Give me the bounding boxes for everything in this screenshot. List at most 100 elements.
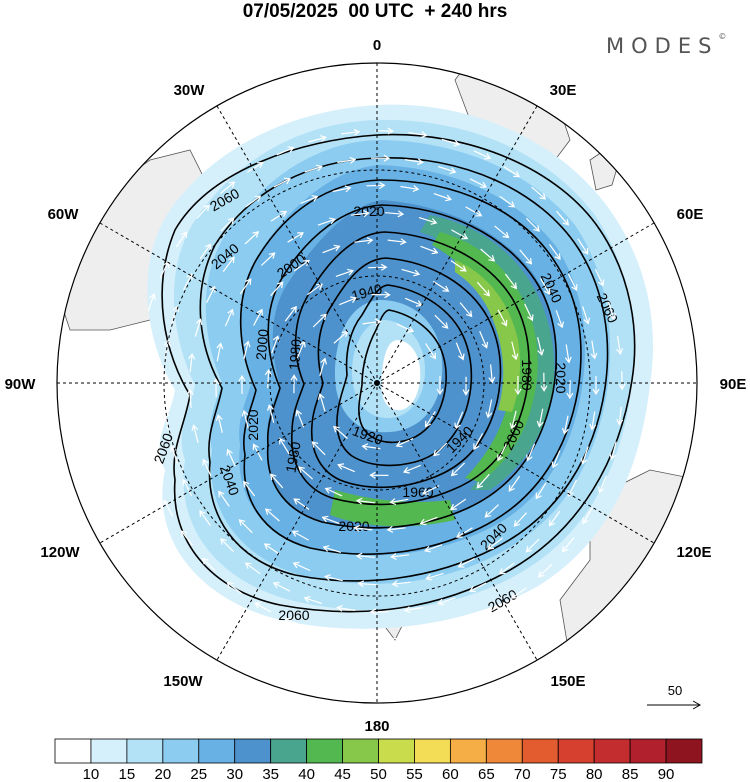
wind-arrow [349,634,369,642]
wind-arrow [590,340,598,360]
wind-arrow [311,441,326,456]
wind-arrow [182,272,193,291]
wind-arrow [582,306,591,325]
wind-arrow [537,337,545,356]
wind-arrow [608,301,616,321]
wind-arrow [497,309,508,327]
wind-arrow [423,544,443,553]
pole-marker [374,380,380,386]
wind-arrow [202,458,212,477]
contour-label-1980-e: 1980 [519,359,535,390]
wind-arrow [385,210,405,218]
wind-arrow [561,415,569,435]
wind-arrow [519,249,533,265]
wind-arrow [425,343,436,360]
wind-arrow [270,210,288,222]
colorbar-tick-label: 75 [550,766,567,782]
wind-arrow [332,185,352,193]
wind-arrow [353,524,373,532]
wind-arrow [508,475,521,492]
colorbar-tick-label: 60 [442,766,459,782]
logo-text: MODES [606,34,719,58]
map-boundary [56,62,698,704]
wind-arrow [387,238,407,246]
colorbar-tick-label: 35 [262,766,279,782]
wind-arrow [322,244,341,254]
wind-arrow [238,519,253,534]
colorbar-tick-label: 15 [119,766,136,782]
wind-arrow [618,371,626,391]
wind-arrow [226,448,236,467]
wind-arrow [245,195,262,208]
wind-arrow [485,399,493,419]
wind-arrow [371,291,391,299]
wind-arrow [322,545,342,553]
wind-arrow [270,281,284,297]
wind-arrow [292,561,311,572]
wind-arrow [293,498,310,510]
wind-arrow [438,165,457,174]
shade-50 [455,260,520,412]
colorbar-swatch [162,738,200,764]
wind-arrow [215,414,223,433]
wind-arrow [337,156,357,164]
wind-speed-field [147,104,654,629]
contour-2000 [266,204,557,529]
wind-arrow [555,310,564,329]
latitude-circle-2 [163,169,591,597]
wind-arrow [319,357,327,377]
lon-label-60w: 60W [48,206,80,223]
wind-arrow [531,186,547,200]
wind-arrow [241,409,249,429]
wind-arrow [420,245,439,255]
colorbar-tick-label: 45 [334,766,351,782]
wind-arrow [182,478,193,497]
wind-arrow [247,162,264,173]
wind-arrow [434,314,449,329]
wind-arrow [598,475,607,494]
wind-arrow [220,181,236,194]
colorbar-tick-label: 30 [226,766,243,782]
wind-arrow [449,621,468,630]
wind-arrow [220,538,235,553]
contour-label-1940-n: 1940 [350,280,384,304]
wind-arrow [303,596,322,605]
lon-label-120w: 120W [40,544,80,561]
wind-arrow [180,530,193,546]
wind-arrow [135,397,143,417]
wind-arrow [535,482,547,500]
wind-arrow [433,442,448,457]
wind-arrow [487,537,503,550]
wind-arrow [279,437,290,455]
shade-45 [432,232,538,482]
contour-2020 [239,179,582,555]
contour-label-2020-sw: 2020 [245,409,261,440]
wind-arrow [264,368,272,389]
lon-label-150w: 150W [163,673,203,690]
wind-arrow [513,512,528,527]
wind-arrow [300,195,319,204]
contour-label-2060-s: 2060 [278,607,309,623]
wind-arrow [567,273,578,292]
wind-arrow [432,280,450,292]
wind-arrow [324,574,343,582]
wind-arrow [436,376,444,396]
wind-arrow [264,508,280,522]
wind-arrow [224,308,234,327]
wind-arrow [324,487,343,497]
wind-arrow [205,285,216,304]
wind-arrow [220,217,235,232]
wind-arrow [589,411,597,431]
wind-arrow [540,372,548,392]
wind-arrow [382,635,403,643]
wind-arrow [468,582,487,593]
wind-arrow [139,432,147,452]
wind-arrow [335,268,355,277]
wind-arrow [476,281,491,297]
wind-arrow [497,444,507,462]
contour-label-2000-w: 2000 [253,328,272,361]
wind-arrow [290,374,298,394]
wind-arrow [476,473,490,489]
wind-vectors [135,127,626,643]
wind-arrow [242,480,256,497]
